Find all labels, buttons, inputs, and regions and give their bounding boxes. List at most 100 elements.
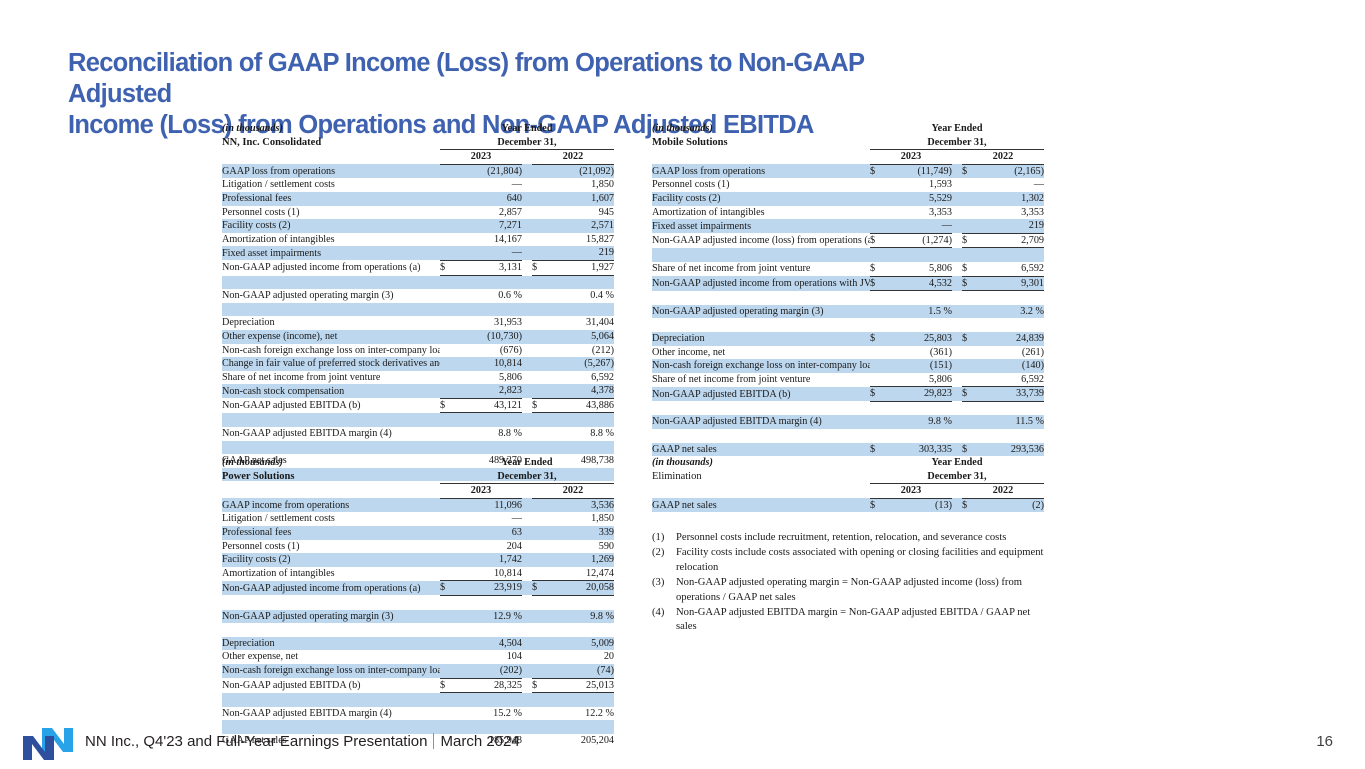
table-row: Facility costs (2) 1,742 1,269	[222, 553, 614, 567]
currency-symbol-2022	[531, 636, 548, 651]
table-row: Amortization of intangibles 3,353 3,353	[652, 206, 1044, 220]
value-2023: 12.9 %	[455, 609, 522, 624]
year-ended-label: Year Ended	[501, 457, 553, 468]
value-2022: 4,378	[547, 384, 614, 399]
value-2023: 0.6 %	[498, 290, 522, 302]
row-label: Share of net income from joint venture	[222, 371, 381, 383]
column-gap	[951, 415, 962, 430]
spacer-cell	[222, 302, 614, 317]
value-2023: (361)	[929, 346, 952, 358]
table-row: Non-GAAP adjusted EBITDA margin (4) 9.8 %…	[652, 415, 1044, 430]
currency-symbol-2022	[531, 525, 548, 540]
table-row: Litigation / settlement costs — 1,850	[222, 512, 614, 526]
currency-symbol-2022	[532, 512, 548, 526]
year-ended-label: Year Ended	[931, 123, 983, 134]
currency-symbol-2023: $	[439, 398, 456, 414]
table-spacer-row	[222, 440, 614, 455]
column-gap	[522, 289, 532, 303]
value-2023: (202)	[455, 663, 522, 679]
row-label: GAAP loss from operations	[652, 164, 870, 179]
footnote-marker: (4)	[652, 607, 665, 619]
currency-symbol-2022	[531, 663, 548, 679]
currency-symbol-2023	[439, 246, 456, 261]
value-2022: 5,064	[547, 329, 614, 344]
spacer-cell	[652, 429, 1044, 443]
table-row: GAAP loss from operations (21,804) (21,09…	[222, 164, 614, 179]
value-2023: 185,948	[488, 734, 522, 746]
value-2022: 12.2 %	[585, 707, 614, 719]
value-2023: 5,806	[885, 261, 952, 277]
table-row: Non-GAAP adjusted income (loss) from ope…	[652, 233, 1044, 249]
row-label: GAAP net sales	[652, 442, 870, 457]
row-label: Depreciation	[652, 331, 870, 346]
value-2022: 0.4 %	[590, 290, 614, 302]
currency-symbol-2022	[961, 219, 978, 234]
currency-symbol-2023	[440, 178, 456, 192]
currency-symbol-2023: $	[869, 386, 886, 402]
value-2022: 5,009	[547, 636, 614, 651]
table-row: Professional fees 640 1,607	[222, 191, 614, 206]
value-2022: 31,404	[585, 317, 614, 329]
value-2023: 303,335	[885, 442, 952, 457]
currency-symbol-2022	[532, 427, 548, 441]
currency-symbol-2022	[532, 650, 548, 664]
table-spacer-row	[222, 595, 614, 609]
value-2023: 11,096	[455, 498, 522, 513]
value-2023: 640	[455, 191, 522, 206]
row-label: Other income, net	[652, 346, 726, 358]
column-gap	[521, 525, 532, 540]
column-gap	[522, 540, 532, 554]
currency-symbol-2022	[962, 346, 978, 360]
december-31-label: December 31,	[869, 135, 1044, 151]
currency-symbol-2023: $	[869, 331, 886, 346]
currency-symbol-2022	[532, 289, 548, 303]
value-2023: 2,823	[455, 384, 522, 399]
value-2022: 590	[598, 540, 614, 552]
currency-symbol-2023	[440, 540, 456, 554]
value-2022: —	[1033, 179, 1044, 191]
column-header-2023: 2023	[439, 149, 522, 165]
column-gap	[522, 260, 532, 275]
table-row: GAAP net sales $ (13) $ (2)	[652, 498, 1044, 513]
year-header-spacer	[652, 150, 870, 165]
table-row: Share of net income from joint venture 5,…	[652, 372, 1044, 388]
spacer-cell	[652, 291, 1044, 305]
currency-symbol-2023: $	[869, 276, 886, 292]
value-2022: 205,204	[580, 734, 614, 746]
value-2022: (212)	[591, 344, 614, 356]
footer-divider	[432, 733, 434, 749]
column-gap	[522, 371, 532, 385]
value-2023: 3,131	[455, 260, 522, 276]
spacer-cell	[222, 275, 614, 290]
table-row: Facility costs (2) 5,529 1,302	[652, 191, 1044, 206]
table-row: Fixed asset impairments — 219	[222, 246, 614, 261]
segment-name-elimination: Elimination	[652, 471, 702, 483]
currency-symbol-2023	[440, 371, 456, 385]
value-2022: 1,927	[547, 260, 614, 276]
currency-symbol-2022	[532, 178, 548, 192]
currency-symbol-2022	[532, 206, 548, 220]
currency-symbol-2022: $	[961, 261, 978, 277]
value-2022: 498,738	[580, 455, 614, 467]
value-2023: —	[455, 246, 522, 261]
value-2022: (5,267)	[547, 357, 614, 371]
currency-symbol-2022: $	[531, 398, 548, 414]
value-2023: 5,806	[499, 371, 522, 383]
table-header-row-years: 2023 2022	[222, 149, 614, 165]
row-label: Professional fees	[222, 525, 440, 540]
page-title-line-1: Reconciliation of GAAP Income (Loss) fro…	[68, 49, 865, 108]
table-row: Non-GAAP adjusted income from operations…	[222, 260, 614, 276]
currency-symbol-2023	[439, 498, 456, 513]
row-label: Amortization of intangibles	[652, 206, 765, 218]
footer-text: NN Inc., Q4'23 and Full-Year Earnings Pr…	[85, 733, 520, 750]
segment-name-mobile-solutions: Mobile Solutions	[652, 137, 728, 149]
table-row: Non-GAAP adjusted EBITDA margin (4) 15.2 …	[222, 707, 614, 721]
spacer-cell	[222, 440, 614, 455]
currency-symbol-2022	[962, 178, 978, 192]
column-gap	[951, 164, 962, 179]
value-2023: 204	[506, 540, 522, 552]
value-2022: (261)	[1021, 346, 1044, 358]
spacer-cell	[222, 720, 614, 734]
value-2022: 6,592	[977, 372, 1044, 388]
column-gap	[521, 246, 532, 261]
